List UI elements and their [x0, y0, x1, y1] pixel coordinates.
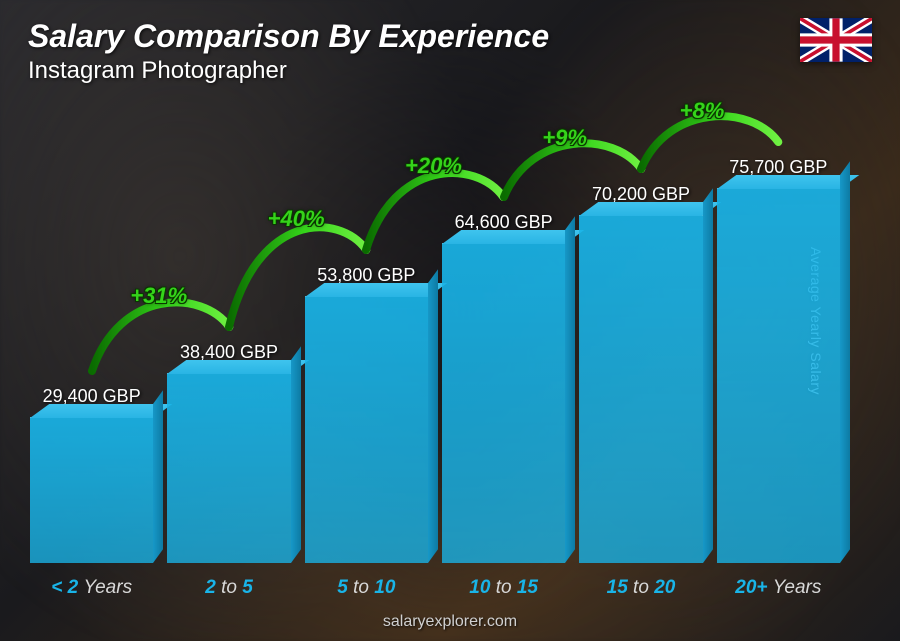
bar-chart: 29,400 GBP38,400 GBP53,800 GBP64,600 GBP…: [30, 103, 840, 563]
uk-flag-icon: [800, 18, 872, 62]
bar: [579, 215, 702, 563]
bar-group: 75,700 GBP: [717, 157, 840, 563]
x-axis-label: 10 to 15: [442, 577, 565, 599]
footer-source: salaryexplorer.com: [0, 613, 900, 631]
bar: [30, 417, 153, 563]
x-axis-label: 2 to 5: [167, 577, 290, 599]
bar-group: 53,800 GBP: [305, 265, 428, 563]
bar-group: 29,400 GBP: [30, 386, 153, 563]
bar-group: 70,200 GBP: [579, 184, 702, 563]
bar-group: 38,400 GBP: [167, 342, 290, 563]
chart-subtitle: Instagram Photographer: [28, 57, 549, 85]
x-axis-label: 15 to 20: [579, 577, 702, 599]
x-axis-label: 5 to 10: [305, 577, 428, 599]
bar: [442, 243, 565, 563]
bar-group: 64,600 GBP: [442, 212, 565, 563]
chart-title: Salary Comparison By Experience: [28, 18, 549, 55]
header: Salary Comparison By Experience Instagra…: [28, 18, 872, 85]
bar: [167, 373, 290, 563]
x-axis-label: < 2 Years: [30, 577, 153, 599]
x-axis-label: 20+ Years: [717, 577, 840, 599]
bar: [717, 188, 840, 563]
x-axis-labels: < 2 Years 2 to 5 5 to 10 10 to 15 15 to 20 20…: [30, 577, 840, 599]
bar: [305, 296, 428, 563]
